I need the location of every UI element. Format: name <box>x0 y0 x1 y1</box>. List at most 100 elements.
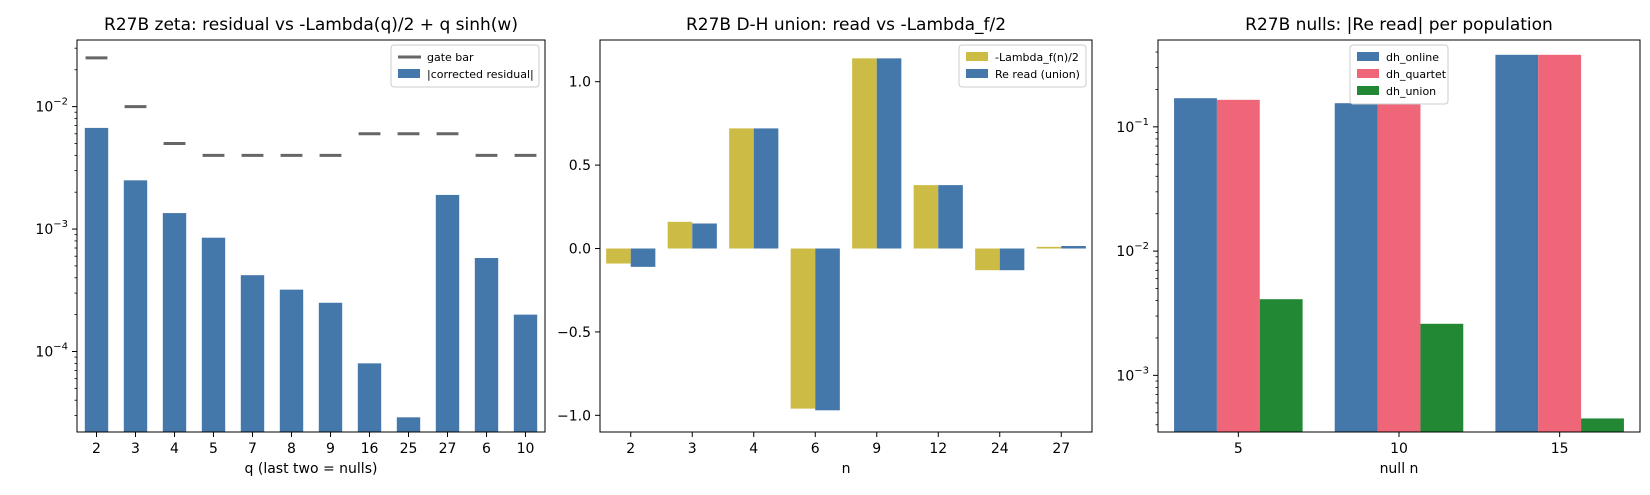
y-ticks: 10−310−210−1 <box>1116 51 1158 426</box>
axes-frame <box>599 39 1093 433</box>
y-tick-label: 10−2 <box>1116 241 1149 260</box>
y-ticks: 10−410−310−2 <box>35 47 77 416</box>
legend-swatch <box>966 69 988 78</box>
y-tick-label: 0.5 <box>569 158 591 174</box>
y-tick-label: 0.0 <box>569 242 591 258</box>
x-tick-label: 2 <box>626 441 635 457</box>
y-tick-label: −0.5 <box>557 325 591 341</box>
bar <box>1495 54 1539 432</box>
bar <box>1420 323 1464 432</box>
bar <box>279 289 304 432</box>
bar <box>753 128 779 249</box>
bar <box>1334 103 1378 433</box>
y-tick-label: 10−2 <box>35 97 68 116</box>
legend-swatch <box>1357 86 1379 95</box>
y-tick-label: 1.0 <box>569 75 591 91</box>
y-tick-label: 10−3 <box>1116 365 1149 384</box>
bar <box>84 127 109 433</box>
tick-base: 10 <box>1116 244 1134 260</box>
bar <box>1377 101 1421 432</box>
tick-exponent: −2 <box>53 97 68 108</box>
y-tick-label: −1.0 <box>557 408 591 424</box>
bar <box>1174 98 1217 432</box>
legend: -Lambda_f(n)/2 Re read (union) <box>958 44 1087 88</box>
bar <box>692 223 717 249</box>
legend-label: dh_online <box>1386 51 1439 64</box>
x-tick-label: 16 <box>361 441 379 457</box>
x-tick-label: 15 <box>1551 441 1569 457</box>
chart-title: R27B D-H union: read vs -Lambda_f/2 <box>686 15 1006 35</box>
bar <box>162 213 187 432</box>
bar <box>435 194 460 432</box>
legend-label: -Lambda_f(n)/2 <box>995 51 1079 64</box>
y-tick-label: 10−4 <box>35 341 68 360</box>
bar <box>318 302 343 432</box>
bar <box>240 275 265 432</box>
tick-exponent: −3 <box>1134 365 1149 376</box>
chart-title: R27B zeta: residual vs -Lambda(q)/2 + q … <box>104 15 518 35</box>
y-ticks: −1.0 −0.5 0.0 0.5 1.0 <box>557 75 600 424</box>
bar <box>938 185 963 249</box>
x-tick-label: 8 <box>287 441 296 457</box>
chart-panel-1: R27B zeta: residual vs -Lambda(q)/2 + q … <box>35 15 546 477</box>
bar <box>790 248 816 409</box>
chart-title: R27B nulls: |Re read| per population <box>1245 15 1553 35</box>
x-tick-label: 3 <box>688 441 697 457</box>
chart-panel-2: R27B D-H union: read vs -Lambda_f/2 2 3 4 6 9… <box>557 15 1093 477</box>
tick-exponent: −1 <box>1134 117 1149 128</box>
bar <box>852 58 877 249</box>
legend: gate bar |corrected residual| <box>390 44 540 88</box>
x-tick-label: 9 <box>872 441 881 457</box>
x-axis-label: null n <box>1380 461 1419 477</box>
bar <box>975 248 1000 271</box>
x-tick-label: 7 <box>248 441 257 457</box>
x-tick-label: 9 <box>326 441 335 457</box>
x-tick-label: 24 <box>991 441 1009 457</box>
bar <box>474 258 499 432</box>
bar <box>815 248 840 411</box>
x-tick-label: 5 <box>209 441 218 457</box>
tick-exponent: −4 <box>53 341 68 352</box>
x-tick-label: 6 <box>811 441 820 457</box>
axes-frame <box>76 39 546 433</box>
x-axis-label: n <box>842 461 851 477</box>
x-tick-label: 4 <box>749 441 758 457</box>
legend-box <box>958 44 1087 88</box>
x-ticks: 5 10 15 <box>1234 432 1569 457</box>
tick-base: 10 <box>35 222 53 238</box>
x-tick-label: 27 <box>1052 441 1070 457</box>
x-tick-label: 3 <box>131 441 140 457</box>
x-tick-label: 5 <box>1234 441 1243 457</box>
legend-swatch <box>966 52 988 61</box>
x-ticks: 2 3 4 5 7 8 9 16 25 27 6 10 <box>92 432 534 457</box>
legend-swatch <box>1357 69 1379 78</box>
legend-box <box>390 44 540 88</box>
x-tick-label: 4 <box>170 441 179 457</box>
bar <box>396 417 421 432</box>
legend-label: gate bar <box>427 51 474 64</box>
bar <box>606 248 631 264</box>
bar <box>1216 99 1260 432</box>
x-tick-label: 10 <box>517 441 535 457</box>
bars <box>1174 54 1624 433</box>
x-tick-label: 6 <box>482 441 491 457</box>
y-tick-label: 10−3 <box>35 219 68 238</box>
bar <box>630 248 656 267</box>
bar <box>123 180 148 432</box>
bar <box>667 221 693 249</box>
legend-label: dh_union <box>1386 85 1436 98</box>
x-tick-label: 2 <box>92 441 101 457</box>
bars <box>84 56 538 433</box>
legend: dh_online dh_quartet dh_union <box>1349 44 1449 105</box>
bar <box>999 248 1025 271</box>
y-tick-label: 10−1 <box>1116 117 1149 136</box>
x-tick-label: 10 <box>1390 441 1408 457</box>
tick-exponent: −3 <box>53 219 68 230</box>
x-tick-label: 12 <box>929 441 947 457</box>
bar <box>201 237 226 432</box>
bar <box>876 58 902 249</box>
tick-exponent: −2 <box>1134 241 1149 252</box>
bar <box>1061 246 1086 249</box>
x-tick-label: 27 <box>439 441 457 457</box>
